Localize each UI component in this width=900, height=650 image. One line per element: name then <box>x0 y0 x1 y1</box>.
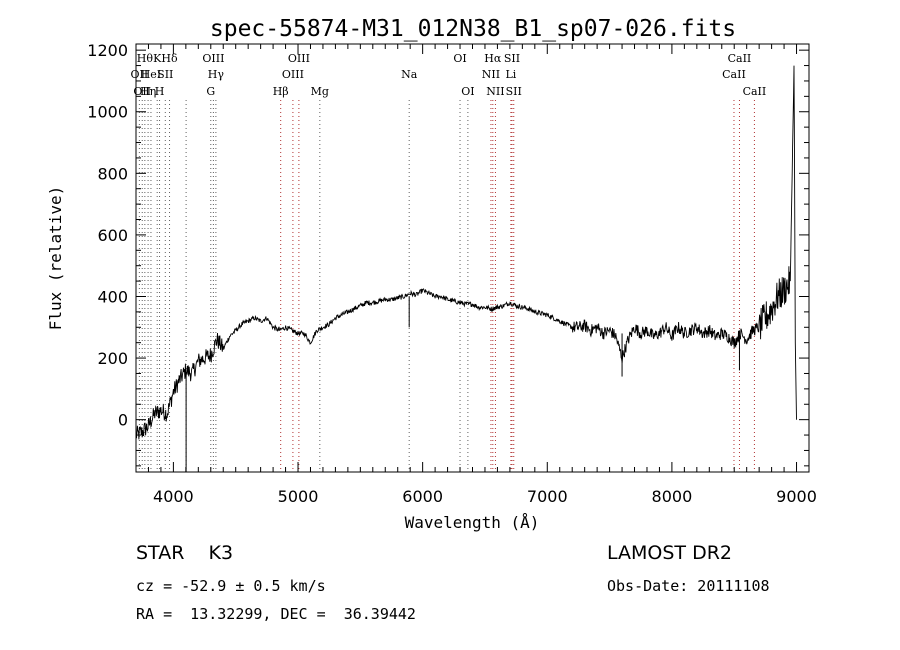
line-label: SII <box>157 68 173 81</box>
line-label: Li <box>505 68 516 81</box>
spectral-line-markers: OII OII Hθ Hη HeI K H SII Hδ G OIII Hγ Hβ OIII OIII Mg N… <box>131 52 767 472</box>
line-label: OII <box>133 85 151 98</box>
line-label: CaII <box>743 85 767 98</box>
y-tick-label: 200 <box>97 349 128 368</box>
survey-name: LAMOST DR2 <box>607 542 732 564</box>
x-tick-label: 5000 <box>278 487 319 506</box>
line-label: OIII <box>202 52 224 65</box>
line-label: NII <box>482 68 500 81</box>
line-label: Hη <box>140 85 156 98</box>
x-tick-label: 8000 <box>652 487 693 506</box>
x-tick-label: 6000 <box>402 487 443 506</box>
x-axis: 4000 5000 6000 7000 8000 9000 <box>147 44 817 506</box>
line-label: OI <box>461 85 474 98</box>
line-label: SII <box>506 85 522 98</box>
x-axis-label: Wavelength (Å) <box>405 513 540 532</box>
y-tick-label: 400 <box>97 287 128 306</box>
x-tick-label: 9000 <box>776 487 817 506</box>
line-label: Hδ <box>161 52 178 65</box>
line-label: K <box>153 52 162 65</box>
line-label: Hθ <box>137 52 154 65</box>
line-label: OII <box>131 68 149 81</box>
obs-date: Obs-Date: 20111108 <box>607 577 770 595</box>
x-tick-label: 7000 <box>527 487 568 506</box>
line-label: Hγ <box>208 68 225 81</box>
redshift-cz: cz = -52.9 ± 0.5 km/s <box>136 577 326 595</box>
line-label: G <box>206 85 215 98</box>
spectrum-series <box>135 65 797 472</box>
spectrum-line <box>135 65 797 440</box>
line-label: Hβ <box>273 85 289 98</box>
x-tick-label: 4000 <box>153 487 194 506</box>
line-label: OI <box>453 52 466 65</box>
line-label: H <box>155 85 165 98</box>
ra-dec: RA = 13.32299, DEC = 36.39442 <box>136 605 416 623</box>
y-tick-label: 1200 <box>87 41 128 60</box>
chart-title: spec-55874-M31_012N38_B1_sp07-026.fits <box>210 16 736 42</box>
line-label: OIII <box>288 52 310 65</box>
line-label: OIII <box>282 68 304 81</box>
y-tick-label: 0 <box>118 411 128 430</box>
line-label: CaII <box>728 52 752 65</box>
y-axis-label: Flux (relative) <box>46 186 65 331</box>
line-label: HeI <box>141 68 161 81</box>
y-axis: 0 200 400 600 800 1000 1200 <box>87 41 809 467</box>
y-tick-label: 1000 <box>87 103 128 122</box>
line-label: CaII <box>722 68 746 81</box>
y-tick-label: 800 <box>97 164 128 183</box>
plot-frame <box>135 43 810 473</box>
line-label: Mg <box>311 85 329 98</box>
object-class: STAR K3 <box>136 542 234 564</box>
y-tick-label: 600 <box>97 226 128 245</box>
line-label: NII <box>486 85 504 98</box>
line-label: SII <box>504 52 520 65</box>
line-label: Na <box>401 68 418 81</box>
line-label: Hα <box>484 52 502 65</box>
